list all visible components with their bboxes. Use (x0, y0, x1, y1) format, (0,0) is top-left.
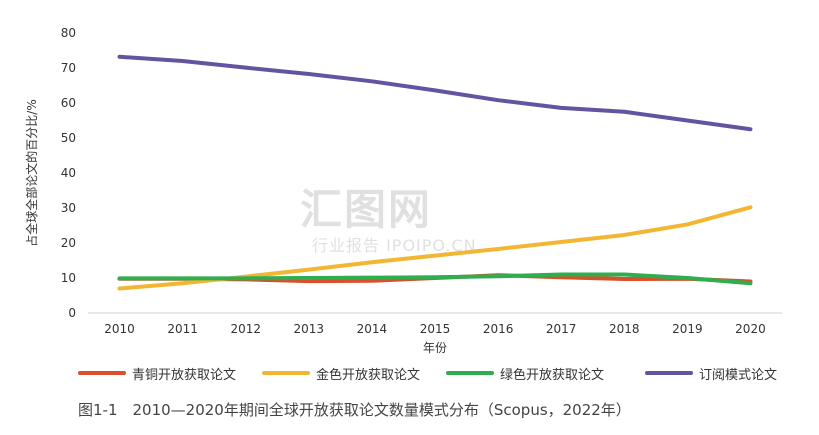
legend-swatch (78, 371, 126, 375)
legend-swatch (645, 371, 693, 375)
series-lines (117, 54, 753, 291)
x-tick-label: 2016 (483, 322, 514, 336)
legend-item: 绿色开放获取论文 (446, 362, 604, 384)
x-axis-title: 年份 (423, 341, 447, 355)
legend-label: 订阅模式论文 (699, 367, 778, 383)
y-tick-label: 60 (61, 96, 76, 110)
y-tick-label: 80 (61, 26, 76, 40)
y-axis-ticks: 0 10 20 30 40 50 60 70 80 (61, 26, 76, 320)
x-tick-label: 2015 (420, 322, 451, 336)
figure-caption: 图1-1 2010—2020年期间全球开放获取论文数量模式分布（Scopus，2… (78, 401, 631, 419)
x-tick-label: 2011 (167, 322, 198, 336)
legend-item: 青铜开放获取论文 (78, 362, 236, 384)
watermark: 汇图网 行业报告 IPOIPO.CN (300, 176, 530, 266)
watermark-logo-text: 汇图网 (300, 185, 433, 234)
y-axis-title: 占全球全部论文的百分比/% (24, 99, 39, 246)
x-tick-label: 2012 (230, 322, 261, 336)
series-line-3 (117, 54, 753, 132)
x-tick-label: 2017 (546, 322, 577, 336)
y-tick-label: 20 (61, 236, 76, 250)
legend-item: 金色开放获取论文 (262, 362, 420, 384)
y-tick-label: 10 (61, 271, 76, 285)
x-tick-label: 2018 (609, 322, 640, 336)
y-tick-label: 70 (61, 61, 76, 75)
x-tick-label: 2014 (357, 322, 388, 336)
y-tick-label: 0 (68, 306, 76, 320)
series-line-2 (117, 272, 753, 286)
legend-label: 金色开放获取论文 (316, 367, 421, 383)
legend-label: 青铜开放获取论文 (132, 367, 237, 383)
x-tick-label: 2019 (672, 322, 703, 336)
legend-item: 订阅模式论文 (645, 362, 777, 384)
x-tick-label: 2013 (294, 322, 325, 336)
y-tick-label: 50 (61, 131, 76, 145)
legend-swatch (446, 371, 494, 375)
y-tick-label: 40 (61, 166, 76, 180)
legend-swatch (262, 371, 310, 375)
x-tick-label: 2020 (735, 322, 766, 336)
x-tick-label: 2010 (104, 322, 135, 336)
legend-label: 绿色开放获取论文 (500, 367, 605, 383)
chart-legend: 青铜开放获取论文 金色开放获取论文 绿色开放获取论文 订阅模式论文 (0, 362, 819, 384)
watermark-subtext: 行业报告 IPOIPO.CN (312, 236, 477, 255)
x-axis-ticks: 2010 2011 2012 2013 2014 2015 2016 2017 2018 2019… (104, 322, 765, 336)
y-tick-label: 30 (61, 201, 76, 215)
